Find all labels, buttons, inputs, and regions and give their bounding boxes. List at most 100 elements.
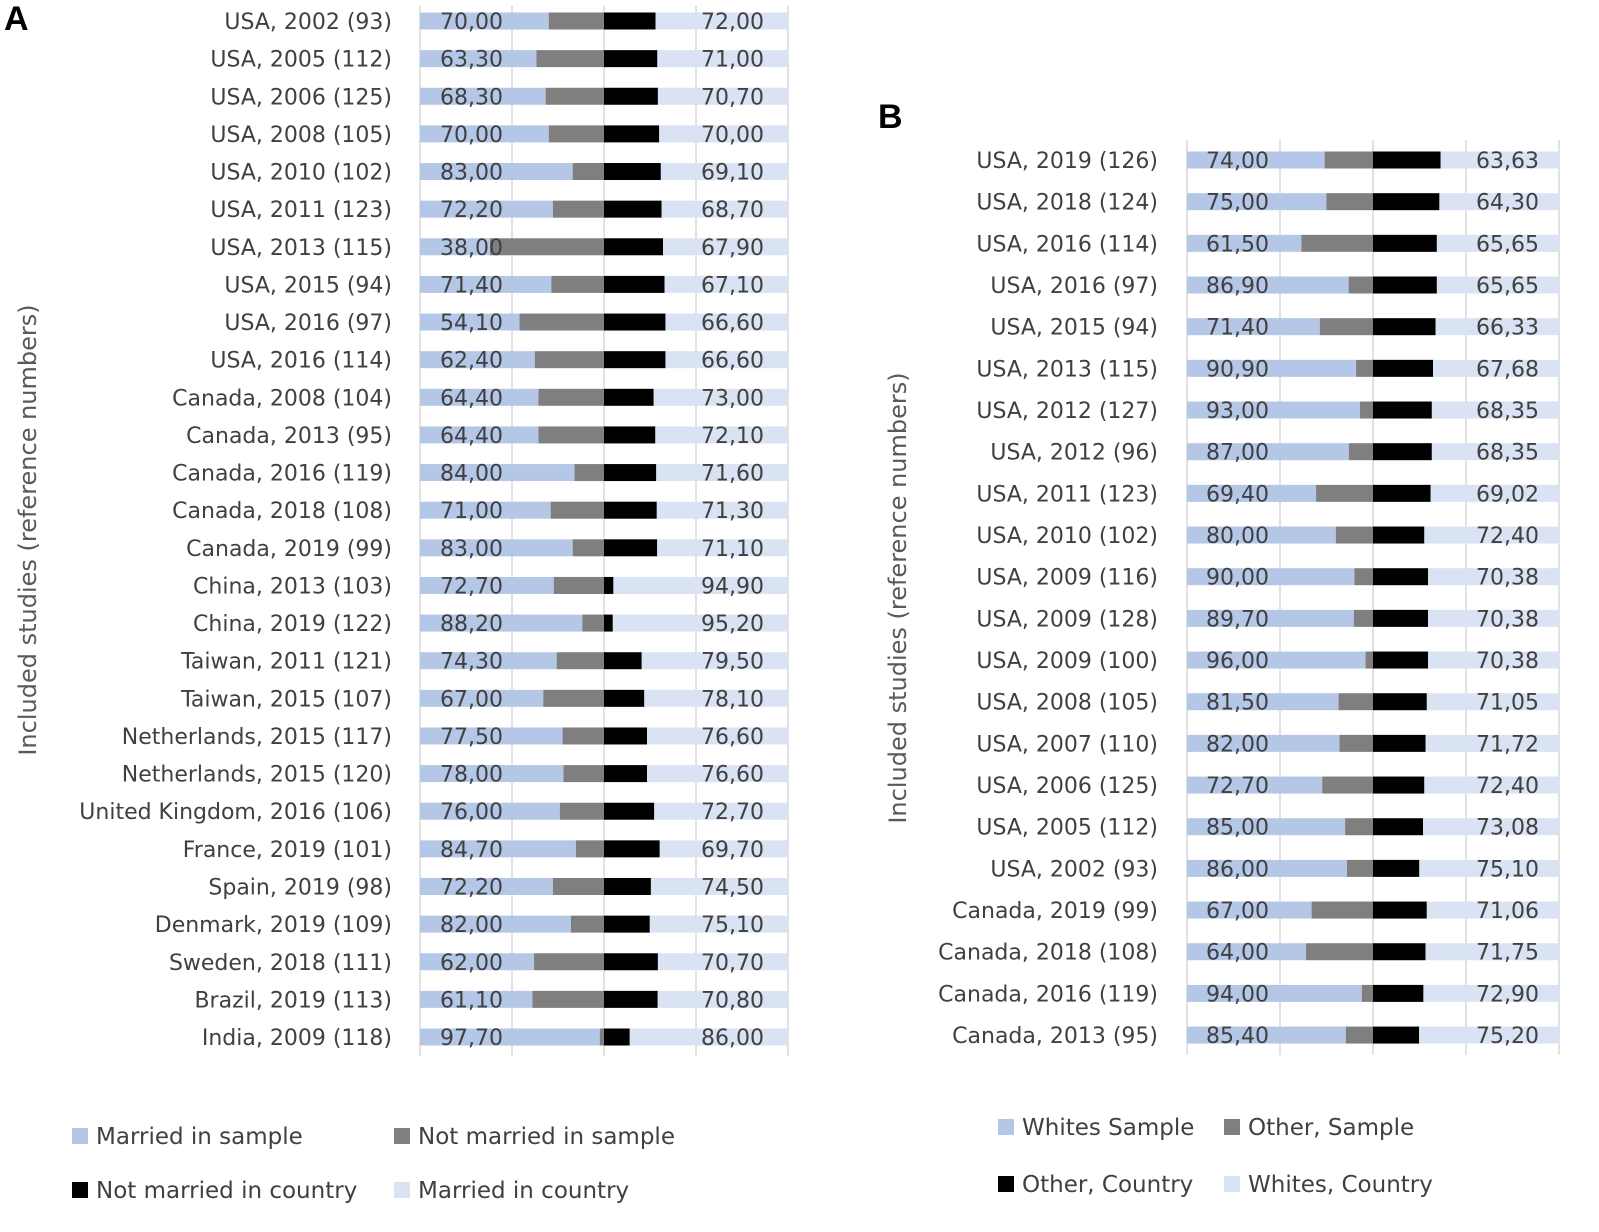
panel-a-country-value-label: 70,70 [701,951,764,976]
panel-a-category-label: USA, 2005 (112) [210,48,392,73]
panel-b-bar-16-country-main [1424,776,1559,794]
panel-b-country-value-label: 63,63 [1476,149,1539,174]
panel-a-country-value-label: 76,60 [701,725,764,750]
panel-a-country-value-label: 70,70 [701,85,764,110]
panel-a-bar-12-country-other [604,426,656,444]
panel-a-country-value-label: 74,50 [701,875,764,900]
panel-a-bar-28-country-other [604,1028,630,1046]
panel-b-sample-value-label: 75,00 [1206,191,1269,216]
panel-b-bar-19-sample-other [1311,901,1373,919]
panel-a-bar-25-country-main [649,915,788,933]
panel-a-bar-24-sample-main [420,877,553,895]
panel-b-category-label: Canada, 2016 (119) [938,982,1158,1007]
panel-a-bar-10-sample-main [420,351,535,369]
panel-b-bar-4-country-main [1436,276,1559,294]
panel-b-bar-14-sample-other [1338,693,1373,711]
panel-a-category-label: Canada, 2019 (99) [186,537,392,562]
panel-a-category-label: Spain, 2019 (98) [208,875,392,900]
panel-a-sample-value-label: 62,00 [440,951,503,976]
panel-b-country-value-label: 71,72 [1476,732,1539,757]
panel-b-bar-3-sample-other [1301,234,1373,252]
panel-b-country-value-label: 71,05 [1476,691,1539,716]
panel-a-sample-value-label: 70,00 [440,10,503,35]
panel-a-sample-value-label: 88,20 [440,612,503,637]
panel-a-bar-16-country-other [604,576,614,594]
panel-b-legend-swatch [998,1176,1014,1192]
panel-a-bar-23-country-main [659,840,788,858]
panel-a-legend-label: Not married in sample [418,1124,675,1150]
panel-b-bar-15-sample-main [1187,734,1340,752]
panel-a-country-value-label: 78,10 [701,687,764,712]
panel-a-sample-value-label: 64,40 [440,424,503,449]
panel-b-category-label: USA, 2007 (110) [976,732,1158,757]
panel-b-bar-18-sample-other [1346,859,1373,877]
panel-b-bar-9-sample-main [1187,484,1317,502]
panel-a-bar-4-sample-other [548,125,604,143]
panel-b-bar-3-sample-main [1187,234,1302,252]
panel-a-bar-18-country-other [604,652,642,670]
panel-b-bar-13-sample-other [1365,651,1373,669]
panel-a-sample-value-label: 38,00 [440,236,503,261]
panel-b-bar-6-sample-other [1356,359,1373,377]
panel-a-sample-value-label: 78,00 [440,763,503,788]
panel-b-legend-swatch [1224,1176,1240,1192]
panel-b-category-label: Canada, 2018 (108) [938,941,1158,966]
panel-a-legend-swatch [394,1182,410,1198]
panel-a-bar-20-country-other [604,727,648,745]
panel-a-bar-27-sample-main [420,990,533,1008]
panel-b-bar-19-country-main [1426,901,1559,919]
panel-b-y-axis-title: Included studies (reference numbers) [884,372,912,823]
panel-a-category-label: USA, 2015 (94) [224,273,392,298]
panel-b-bar-20-country-other [1373,943,1426,961]
panel-b-bar-6-country-main [1433,359,1559,377]
panel-a-chart: USA, 2002 (93) 70,00 72,00 USA, 2005 (112) 6… [79,6,789,1056]
panel-a-bar-15-country-other [604,539,658,557]
panel-a-category-label: USA, 2002 (93) [224,10,392,35]
panel-b-bar-13-country-main [1428,651,1559,669]
panel-b-category-label: USA, 2002 (93) [990,857,1158,882]
panel-a-country-value-label: 75,10 [701,913,764,938]
panel-b-sample-value-label: 71,40 [1206,316,1269,341]
panel-a-country-value-label: 71,30 [701,499,764,524]
panel-a-bar-13-country-main [656,464,788,482]
panel-a-category-label: Netherlands, 2015 (117) [122,725,392,750]
panel-a-sample-value-label: 71,40 [440,273,503,298]
panel-b-sample-value-label: 90,90 [1206,357,1269,382]
panel-b-legend-label: Whites, Country [1248,1172,1433,1198]
panel-b-sample-value-label: 93,00 [1206,399,1269,424]
panel-b-bar-16-sample-other [1322,776,1373,794]
panel-b-bar-22-sample-main [1187,1026,1346,1044]
panel-a-category-label: Taiwan, 2015 (107) [180,687,392,712]
panel-a-bar-14-sample-main [420,501,551,519]
panel-b-bar-19-country-other [1373,901,1427,919]
panel-b-bar-11-country-other [1373,568,1429,586]
panel-a-bar-11-sample-main [420,388,539,406]
panel-b-bar-10-country-main [1424,526,1559,544]
panel-a-bar-17-country-main [612,614,788,632]
panel-a-bar-8-sample-other [551,275,604,293]
panel-b-legend-swatch [998,1119,1014,1135]
panel-a-category-label: Canada, 2018 (108) [172,499,392,524]
panel-b-bar-3-country-main [1436,234,1559,252]
panel-a-bar-19-sample-other [543,689,604,707]
panel-a-country-value-label: 66,60 [701,349,764,374]
panel-a-bar-2-country-other [604,50,658,68]
panel-a-legend-swatch [72,1182,88,1198]
panel-a-sample-value-label: 83,00 [440,161,503,186]
panel-a-bar-17-country-other [604,614,613,632]
panel-b-bar-21-country-other [1373,984,1424,1002]
panel-a-bar-8-country-main [664,275,788,293]
panel-b-category-label: USA, 2013 (115) [976,357,1158,382]
panel-b-bar-22-country-main [1419,1026,1559,1044]
panel-b-legend: Whites Sample Other, Sample Other, Country… [998,1115,1433,1198]
panel-a-sample-value-label: 71,00 [440,499,503,524]
panel-b-bar-1-sample-other [1324,151,1373,169]
panel-b-category-label: USA, 2018 (124) [976,191,1158,216]
panel-a-bar-3-sample-other [545,87,604,105]
panel-a-bar-26-sample-other [534,953,604,971]
panel-b-bar-6-country-other [1373,359,1434,377]
panel-a-bar-14-country-other [604,501,657,519]
panel-a-country-value-label: 70,00 [701,123,764,148]
panel-b-bar-12-sample-other [1353,609,1373,627]
panel-a-bar-18-country-main [641,652,788,670]
